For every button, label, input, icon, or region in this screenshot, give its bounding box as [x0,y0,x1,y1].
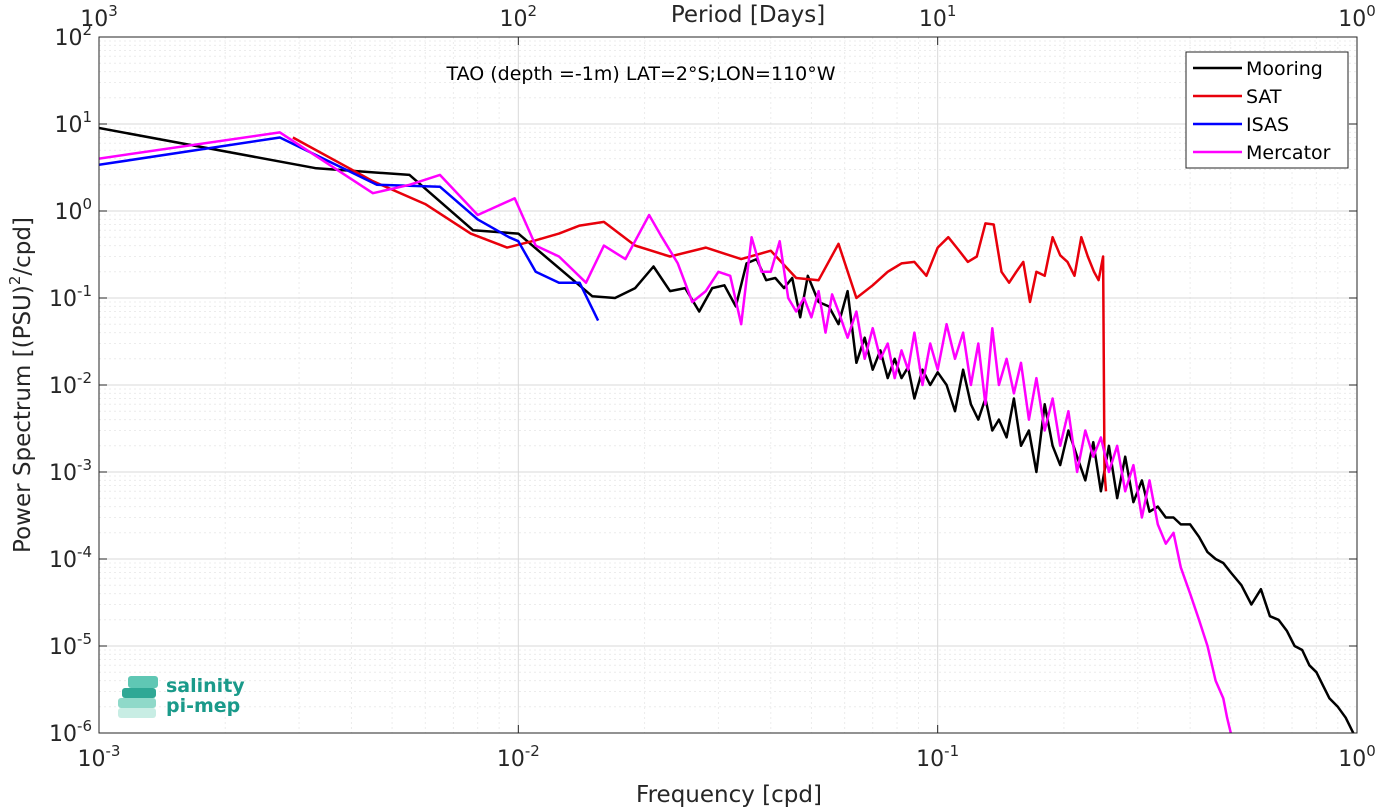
legend: Mooring SAT ISAS Mercator [1185,51,1349,169]
y-axis-label: Power Spectrum [(PSU)2/cpd] [6,217,36,553]
top-tick-label: 101 [919,2,957,32]
series-line-mooring [99,126,1355,733]
logo-text-line2: pi-mep [166,695,240,717]
y-tick-label: 10-3 [49,456,92,486]
y-tick-label: 10-2 [49,369,92,399]
plot-series [99,126,1355,733]
x-axis-label: Frequency [cpd] [636,782,822,808]
chart-title: TAO (depth =-1m) LAT=2°S;LON=110°W [445,63,835,85]
top-tick-label: 100 [1338,2,1376,32]
grid [98,37,1357,734]
legend-label-mercator: Mercator [1246,142,1331,164]
logo-wave-icon [118,676,158,718]
series-line-mercator [99,131,1233,733]
x-tick-label: 10-1 [916,742,959,772]
top-tick-label: 103 [80,2,118,32]
top-ticks: 103 102 101 100 [80,2,1376,45]
y-ticks: 102 101 100 10-1 10-2 10-3 10-4 10-5 10-6 [49,21,1357,747]
x-tick-label: 10-2 [497,742,540,772]
x-tick-label: 100 [1338,742,1376,772]
y-axis-label-main: Power Spectrum [(PSU) [10,285,36,553]
logo-text-line1: salinity [166,675,245,697]
y-tick-label: 100 [54,195,92,225]
top-axis-label: Period [Days] [671,2,825,28]
y-tick-label: 10-6 [49,717,92,747]
legend-label-mooring: Mooring [1246,58,1323,80]
x-tick-label: 10-3 [78,742,121,772]
top-tick-label: 102 [500,2,538,32]
y-tick-label: 10-1 [49,282,92,312]
y-axis-label-end: /cpd] [10,217,36,276]
y-tick-label: 101 [54,108,92,138]
series-line-sat [292,136,1108,492]
legend-label-isas: ISAS [1246,114,1289,136]
legend-label-sat: SAT [1246,86,1282,108]
series-line-isas [99,136,600,322]
y-tick-label: 10-4 [49,543,92,573]
y-tick-label: 10-5 [49,630,92,660]
salinity-pimep-logo: salinity pi-mep [118,675,245,718]
y-axis-label-sup: 2 [6,276,24,286]
x-ticks: 10-3 10-2 10-1 100 [78,725,1376,772]
legend-box [1185,51,1349,169]
y-tick-label: 102 [54,21,92,51]
